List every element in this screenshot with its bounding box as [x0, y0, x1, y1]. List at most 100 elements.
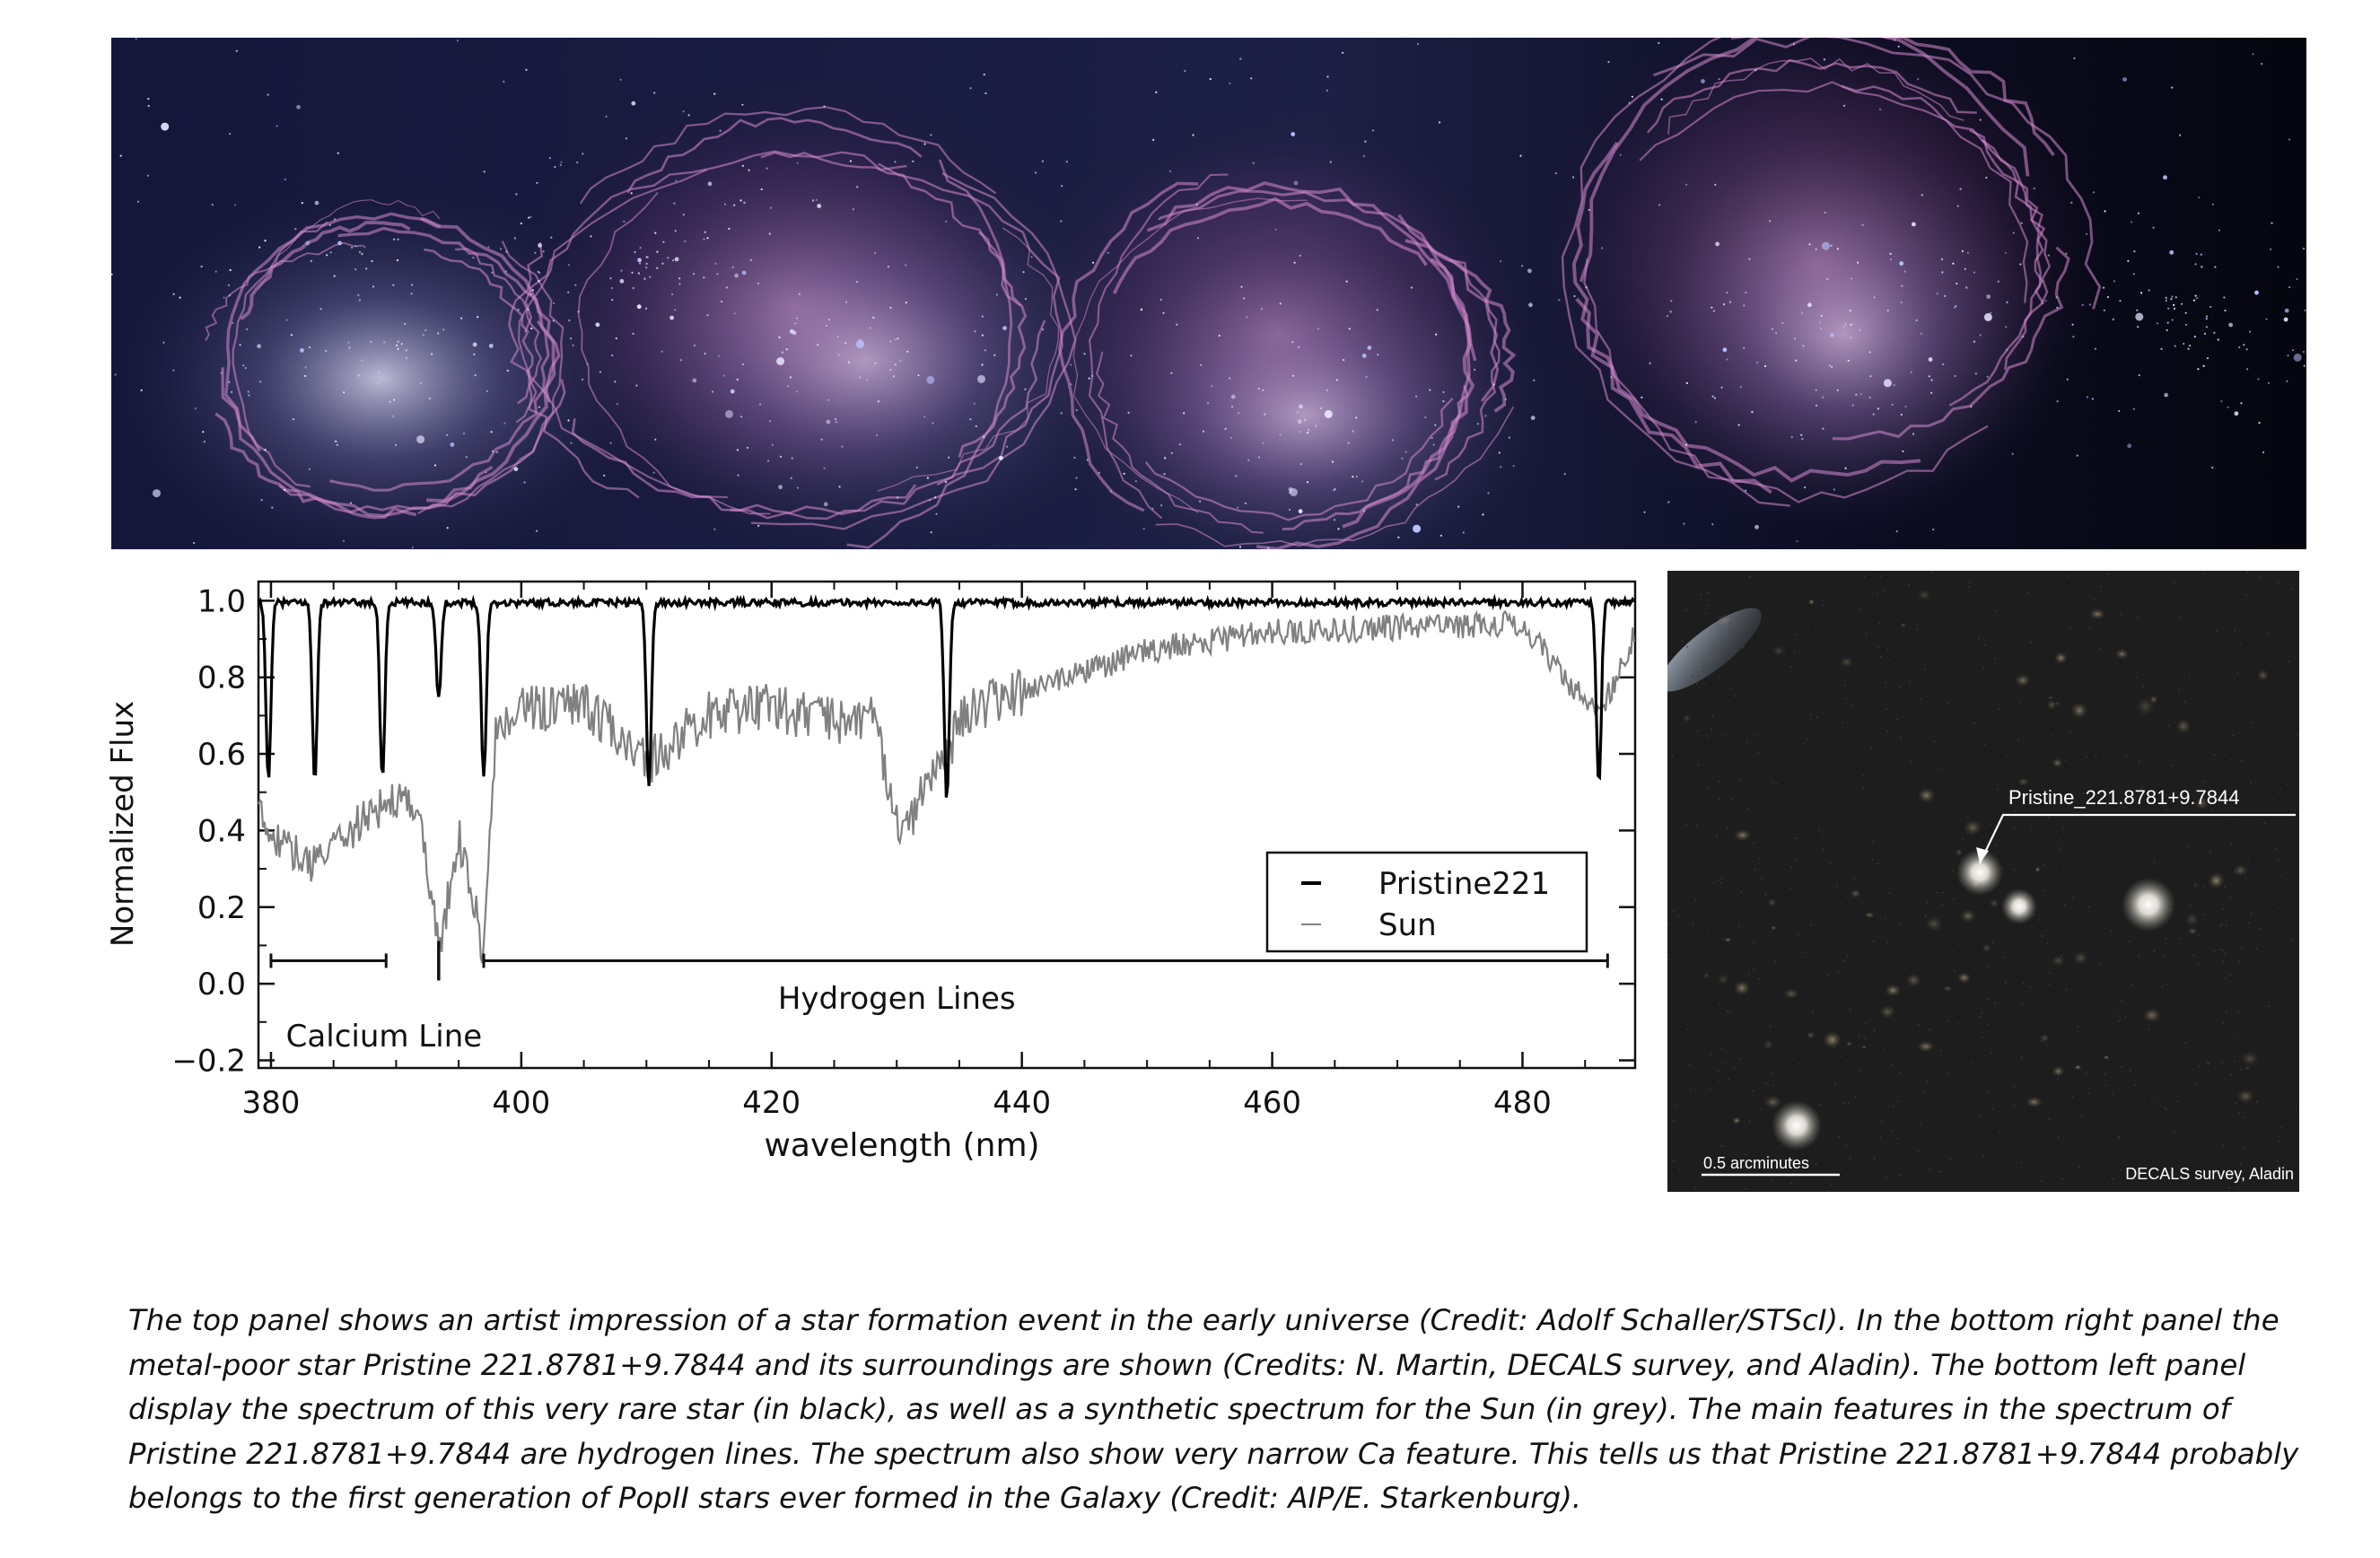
star-dot: [1722, 347, 1728, 353]
star-dot: [1820, 314, 1823, 317]
noise-dot: [1772, 1072, 1774, 1074]
noise-dot: [1727, 1010, 1728, 1012]
star-dot: [785, 348, 788, 351]
star-dot: [923, 143, 926, 145]
noise-dot: [1865, 633, 1868, 635]
star-dot: [1070, 383, 1072, 386]
y-tick-label: −0.2: [171, 1043, 246, 1079]
star-dot: [1170, 451, 1173, 454]
noise-dot: [2244, 594, 2247, 596]
star-dot: [2012, 232, 2015, 234]
star-dot: [1917, 78, 1920, 81]
faint-galaxy: [1850, 888, 1861, 898]
noise-dot: [1678, 1168, 1681, 1171]
gas-filament: [1948, 128, 2043, 407]
star-dot: [2246, 368, 2249, 371]
star-dot: [1244, 502, 1247, 504]
star-dot: [2201, 266, 2203, 268]
noise-dot: [1891, 1130, 1893, 1132]
star-dot: [1199, 500, 1202, 503]
star-dot: [1961, 249, 1964, 252]
star-dot: [1238, 546, 1242, 548]
noise-dot: [1752, 941, 1754, 944]
star-dot: [789, 376, 792, 379]
noise-dot: [1743, 1166, 1746, 1168]
star-dot: [264, 240, 267, 242]
star-dot: [244, 367, 247, 370]
star-dot: [1954, 306, 1956, 309]
noise-dot: [2107, 573, 2109, 575]
star-dot: [1355, 475, 1358, 478]
star-dot: [654, 232, 657, 234]
star-dot: [742, 363, 745, 366]
star-dot: [877, 400, 880, 403]
star-dot: [1159, 504, 1163, 507]
star-dot: [1209, 78, 1212, 81]
star-dot: [1764, 364, 1767, 368]
star-dot: [1610, 376, 1613, 379]
noise-dot: [2255, 1100, 2258, 1103]
noise-dot: [2276, 1167, 2279, 1169]
star-dot: [2073, 57, 2076, 60]
star-dot: [684, 240, 687, 242]
star-dot: [146, 174, 149, 177]
star-dot: [1090, 374, 1093, 377]
star-dot: [1371, 129, 1375, 132]
star-dot: [1796, 540, 1798, 543]
star-dot: [1367, 346, 1372, 350]
faint-galaxy: [2256, 669, 2270, 682]
noise-dot: [1728, 622, 1731, 624]
star-dot: [619, 78, 622, 81]
faint-galaxy: [2054, 652, 2068, 664]
star-dot: [582, 153, 584, 155]
noise-dot: [2197, 933, 2200, 936]
noise-dot: [1668, 958, 1670, 961]
star-dot: [405, 349, 407, 352]
star-dot: [559, 163, 562, 166]
noise-dot: [1877, 593, 1878, 595]
star-dot: [1921, 194, 1923, 197]
noise-dot: [2166, 983, 2168, 985]
star-dot: [1792, 43, 1796, 46]
star-dot: [646, 256, 650, 258]
star-dot: [714, 262, 717, 265]
star-dot: [1793, 337, 1797, 340]
star-dot: [743, 201, 746, 204]
noise-dot: [1681, 640, 1684, 643]
star-dot: [1701, 79, 1705, 83]
noise-dot: [2276, 1160, 2279, 1162]
star-dot: [2187, 347, 2190, 350]
star-dot: [2181, 302, 2183, 305]
star-dot: [692, 378, 697, 383]
noise-dot: [2007, 754, 2009, 757]
star-dot: [1641, 396, 1643, 398]
noise-dot: [2210, 794, 2213, 796]
star-dot: [1098, 471, 1101, 474]
star-dot: [2223, 296, 2226, 299]
noise-dot: [1924, 915, 1927, 917]
star-dot: [1930, 391, 1933, 394]
noise-dot: [1757, 752, 1760, 755]
star-dot: [2184, 323, 2188, 326]
noise-dot: [2124, 1016, 2127, 1018]
star-dot: [1985, 176, 1988, 179]
star-dot: [1415, 503, 1418, 506]
star-dot: [2171, 295, 2174, 298]
star-dot: [1065, 161, 1068, 163]
noise-dot: [1897, 1100, 1899, 1103]
star-dot: [229, 268, 232, 272]
star-dot: [1836, 248, 1839, 250]
noise-dot: [1990, 823, 1992, 826]
noise-dot: [1845, 1144, 1848, 1146]
star-dot: [472, 257, 475, 259]
star-dot: [2137, 326, 2139, 328]
star-dot: [653, 92, 656, 94]
star-dot: [495, 451, 498, 453]
star-dot: [404, 322, 407, 325]
noise-dot: [1947, 1020, 1950, 1022]
noise-dot: [1719, 1002, 1721, 1004]
noise-dot: [2241, 759, 2243, 762]
noise-dot: [1801, 951, 1804, 954]
faint-galaxy: [1839, 656, 1854, 668]
noise-dot: [2229, 974, 2231, 976]
